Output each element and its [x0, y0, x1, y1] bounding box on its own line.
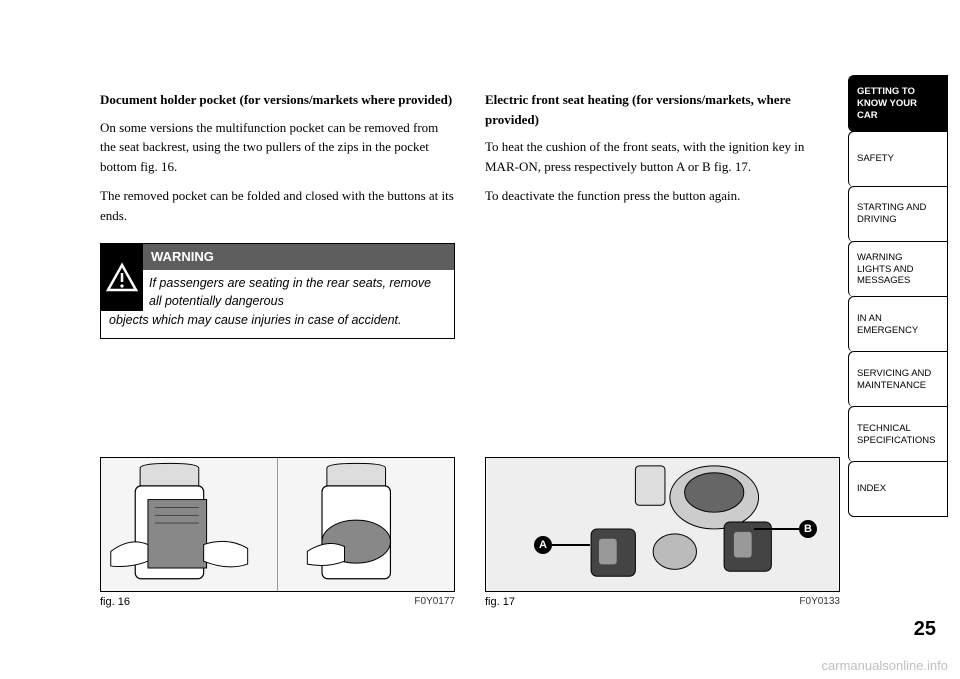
figure-17: A B fig. 17 F0Y0133	[485, 457, 840, 608]
warning-box: WARNING If passengers are seating in the…	[100, 243, 455, 339]
figures-row: fig. 16 F0Y0177 A B	[100, 457, 840, 608]
warning-header: WARNING If passengers are seating in the…	[101, 244, 454, 311]
left-column: Document holder pocket (for versions/mar…	[100, 90, 455, 339]
seat-heating-console-illustration	[486, 458, 839, 591]
page-number: 25	[914, 618, 936, 641]
tab-emergency[interactable]: IN AN EMERGENCY	[848, 296, 948, 352]
warning-text: objects which may cause injuries in case…	[101, 311, 454, 338]
text-columns: Document holder pocket (for versions/mar…	[100, 90, 840, 339]
warning-triangle-icon	[106, 262, 138, 294]
left-para-2: The removed pocket can be folded and clo…	[100, 186, 455, 225]
tab-starting-driving[interactable]: STARTING AND DRIVING	[848, 186, 948, 242]
warning-icon-wrap	[101, 244, 143, 311]
figure-17-caption: fig. 17 F0Y0133	[485, 596, 840, 608]
left-para-1: On some versions the multifunction pocke…	[100, 118, 455, 177]
right-heading: Electric front seat heating (for version…	[485, 90, 840, 129]
figure-16-label: fig. 16	[100, 596, 130, 608]
right-para-2: To deactivate the function press the but…	[485, 186, 840, 206]
callout-line-b	[754, 528, 799, 530]
tab-servicing[interactable]: SERVICING AND MAINTENANCE	[848, 351, 948, 407]
callout-a: A	[534, 536, 552, 554]
watermark: carmanualsonline.info	[822, 658, 948, 673]
seat-pocket-folded-illustration	[278, 458, 454, 591]
tab-getting-to-know[interactable]: GETTING TO KNOW YOUR CAR	[848, 75, 948, 132]
figure-16-caption: fig. 16 F0Y0177	[100, 596, 455, 608]
figure-16-code: F0Y0177	[414, 596, 455, 608]
callout-b: B	[799, 520, 817, 538]
figure-16-image	[100, 457, 455, 592]
warning-text-top: If passengers are seating in the rear se…	[143, 270, 454, 312]
figure-17-label: fig. 17	[485, 596, 515, 608]
right-para-1: To heat the cushion of the front seats, …	[485, 137, 840, 176]
warning-title-bar: WARNING If passengers are seating in the…	[143, 244, 454, 311]
page-content: Document holder pocket (for versions/mar…	[100, 90, 840, 630]
warning-title: WARNING	[143, 244, 454, 270]
tab-index[interactable]: INDEX	[848, 461, 948, 517]
section-tabs-sidebar: GETTING TO KNOW YOUR CAR SAFETY STARTING…	[848, 75, 948, 516]
tab-warning-lights[interactable]: WARNING LIGHTS AND MESSAGES	[848, 241, 948, 298]
tab-safety[interactable]: SAFETY	[848, 131, 948, 187]
callout-line-a	[552, 544, 590, 546]
figure-17-image: A B	[485, 457, 840, 592]
right-column: Electric front seat heating (for version…	[485, 90, 840, 339]
left-heading: Document holder pocket (for versions/mar…	[100, 90, 455, 110]
tab-technical-specs[interactable]: TECHNICAL SPECIFICATIONS	[848, 406, 948, 462]
seat-pocket-open-illustration	[101, 458, 277, 591]
figure-17-code: F0Y0133	[799, 596, 840, 608]
figure-16: fig. 16 F0Y0177	[100, 457, 455, 608]
